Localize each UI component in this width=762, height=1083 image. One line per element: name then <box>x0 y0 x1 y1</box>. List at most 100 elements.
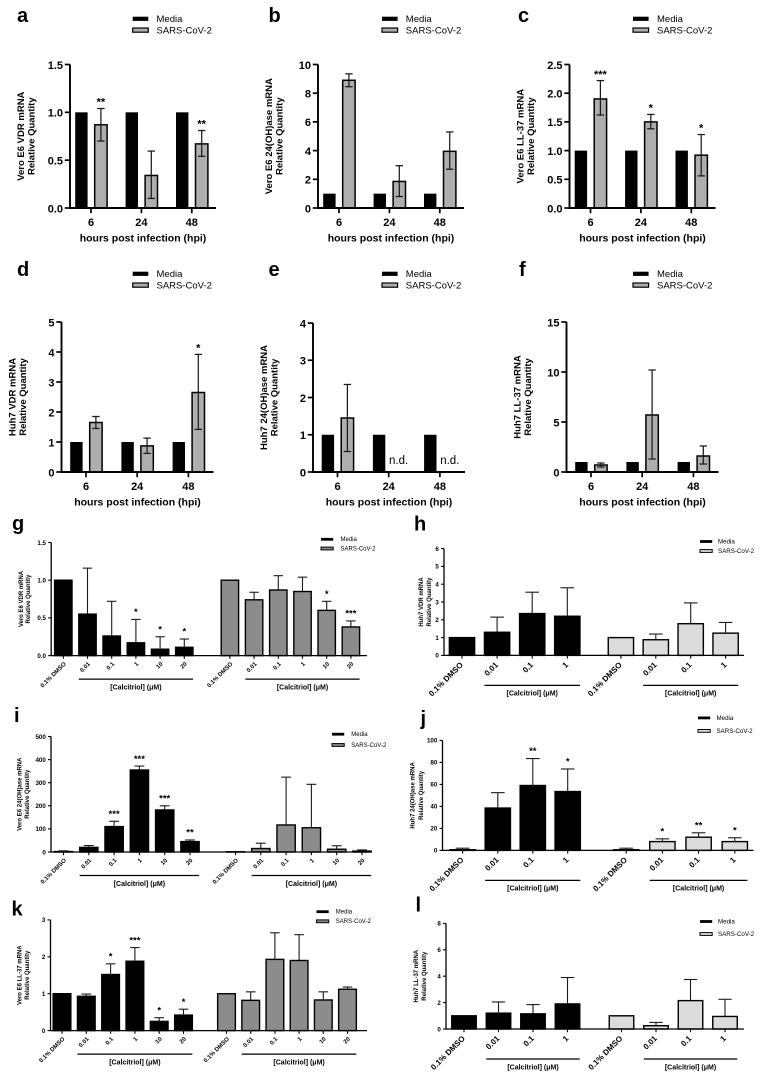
svg-text:0: 0 <box>553 467 559 479</box>
svg-text:1.5: 1.5 <box>547 117 562 129</box>
svg-text:l: l <box>416 895 422 917</box>
svg-text:5: 5 <box>553 417 559 429</box>
svg-text:5: 5 <box>435 564 439 571</box>
svg-text:1.5: 1.5 <box>37 540 46 547</box>
svg-text:Media: Media <box>717 715 734 722</box>
svg-text:hours post infection (hpi): hours post infection (hpi) <box>74 497 201 509</box>
svg-text:6: 6 <box>305 117 311 129</box>
svg-text:400: 400 <box>35 757 46 764</box>
svg-text:***: *** <box>134 754 145 765</box>
svg-text:15: 15 <box>547 317 559 329</box>
svg-text:300: 300 <box>35 780 46 787</box>
svg-text:SARS-CoV-2: SARS-CoV-2 <box>657 281 712 292</box>
svg-text:4: 4 <box>437 974 441 981</box>
svg-text:*: * <box>733 826 737 837</box>
svg-text:100: 100 <box>35 826 46 833</box>
svg-text:c: c <box>518 5 529 27</box>
svg-text:0.0: 0.0 <box>37 653 46 660</box>
svg-text:4: 4 <box>48 347 55 359</box>
svg-text:Media: Media <box>406 269 433 280</box>
svg-text:*: * <box>182 627 186 638</box>
svg-text:1: 1 <box>435 635 439 642</box>
svg-text:0: 0 <box>434 848 438 855</box>
svg-text:48: 48 <box>687 481 699 493</box>
svg-text:**: ** <box>197 119 206 131</box>
svg-text:*: * <box>157 1005 161 1016</box>
svg-text:SARS-CoV-2: SARS-CoV-2 <box>351 743 387 749</box>
svg-text:***: *** <box>594 69 608 81</box>
svg-text:3: 3 <box>300 356 306 368</box>
svg-text:*: * <box>182 997 186 1008</box>
svg-text:40: 40 <box>430 804 437 811</box>
svg-text:[Calcitriol] (μM): [Calcitriol] (μM) <box>273 1060 324 1067</box>
svg-text:**: ** <box>529 746 537 757</box>
svg-text:Huh7 VDR mRNA: Huh7 VDR mRNA <box>419 577 425 627</box>
svg-text:3: 3 <box>48 377 54 389</box>
svg-text:Relative Quantity: Relative Quantity <box>25 769 31 819</box>
svg-text:Vero E6 LL-37 mRNA: Vero E6 LL-37 mRNA <box>18 945 24 1005</box>
svg-text:48: 48 <box>434 217 446 229</box>
svg-text:0: 0 <box>300 467 306 479</box>
svg-text:SARS-CoV-2: SARS-CoV-2 <box>157 281 212 292</box>
svg-text:*: * <box>699 123 704 135</box>
svg-text:g: g <box>12 513 24 535</box>
svg-text:2: 2 <box>435 617 439 624</box>
svg-text:SARS-CoV-2: SARS-CoV-2 <box>718 548 755 555</box>
svg-text:*: * <box>109 952 113 963</box>
svg-text:Media: Media <box>718 918 735 925</box>
svg-text:2: 2 <box>300 393 306 405</box>
svg-text:SARS-CoV-2: SARS-CoV-2 <box>341 546 377 552</box>
svg-text:6: 6 <box>83 481 89 493</box>
svg-text:hours post infection (hpi): hours post infection (hpi) <box>326 497 453 509</box>
svg-text:Media: Media <box>157 14 184 25</box>
svg-text:80: 80 <box>430 760 437 767</box>
svg-text:Media: Media <box>336 910 353 916</box>
svg-text:*: * <box>661 827 665 838</box>
svg-text:Vero E6 24(OH)ase mRNA: Vero E6 24(OH)ase mRNA <box>264 78 275 194</box>
svg-text:SARS-CoV-2: SARS-CoV-2 <box>657 26 712 37</box>
svg-text:200: 200 <box>35 803 46 810</box>
svg-text:b: b <box>269 5 281 27</box>
svg-text:24: 24 <box>635 217 648 229</box>
svg-text:48: 48 <box>182 481 194 493</box>
svg-text:SARS-CoV-2: SARS-CoV-2 <box>406 281 461 292</box>
svg-text:j: j <box>420 708 427 730</box>
svg-text:Vero E6 VDR mRNA: Vero E6 VDR mRNA <box>16 91 27 180</box>
svg-text:0: 0 <box>42 849 46 856</box>
svg-text:hours post infection (hpi): hours post infection (hpi) <box>328 233 455 245</box>
svg-text:[Calcitriol] (μM): [Calcitriol] (μM) <box>507 1064 558 1071</box>
svg-text:Media: Media <box>657 14 684 25</box>
svg-text:SARS-CoV-2: SARS-CoV-2 <box>718 931 755 938</box>
svg-text:Relative Quantity: Relative Quantity <box>27 97 38 175</box>
svg-text:a: a <box>17 5 29 27</box>
svg-text:Media: Media <box>351 732 368 738</box>
svg-text:6: 6 <box>588 481 594 493</box>
svg-text:Relative Quantity: Relative Quantity <box>523 357 534 435</box>
svg-text:0.5: 0.5 <box>37 615 46 622</box>
svg-text:SARS-CoV-2: SARS-CoV-2 <box>336 919 372 925</box>
svg-text:Vero E6 24(OH)ase mRNA: Vero E6 24(OH)ase mRNA <box>18 757 24 831</box>
svg-text:2: 2 <box>305 175 311 187</box>
svg-text:*: * <box>134 607 138 618</box>
svg-text:0: 0 <box>437 1026 441 1033</box>
svg-text:**: ** <box>97 97 106 109</box>
svg-text:60: 60 <box>430 782 437 789</box>
svg-text:Media: Media <box>657 269 684 280</box>
svg-text:1.0: 1.0 <box>37 578 46 585</box>
svg-text:[Calcitriol] (μM): [Calcitriol] (μM) <box>673 886 724 893</box>
svg-text:Vero E6 VDR mRNA: Vero E6 VDR mRNA <box>19 570 25 627</box>
svg-text:***: *** <box>129 935 140 946</box>
svg-text:Relative Quantity: Relative Quantity <box>526 97 537 175</box>
svg-text:d: d <box>17 259 29 281</box>
svg-text:20: 20 <box>430 826 437 833</box>
svg-text:Huh7 LL-37 mRNA: Huh7 LL-37 mRNA <box>513 355 524 439</box>
svg-text:0: 0 <box>42 1028 46 1035</box>
svg-text:24: 24 <box>636 481 649 493</box>
svg-text:Huh7 LL-37 mRNA: Huh7 LL-37 mRNA <box>414 949 420 1002</box>
svg-text:100: 100 <box>427 738 438 745</box>
svg-text:3: 3 <box>42 917 46 924</box>
svg-text:***: *** <box>109 809 120 820</box>
svg-text:24: 24 <box>383 481 396 493</box>
svg-text:8: 8 <box>437 921 441 928</box>
svg-text:**: ** <box>695 821 703 832</box>
